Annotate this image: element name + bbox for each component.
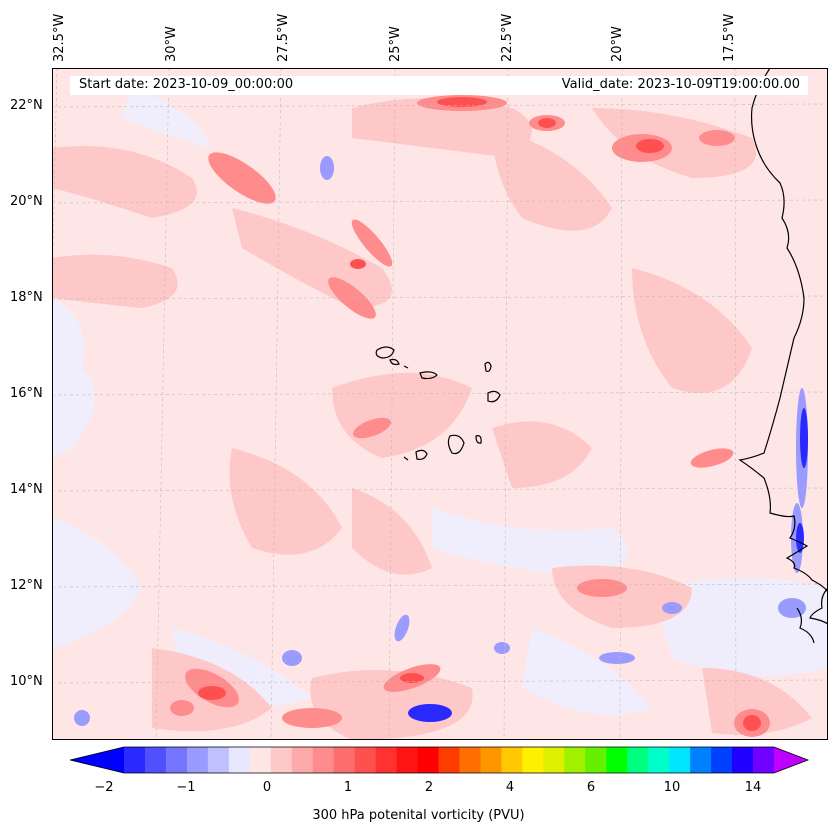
colorbar-segment xyxy=(375,747,398,773)
africa-coastline-south xyxy=(796,587,828,644)
colorbar-extend-min xyxy=(70,747,124,773)
colorbar xyxy=(70,746,810,774)
colorbar-segment xyxy=(585,747,607,773)
pv-strong-negative-regions xyxy=(408,408,808,722)
colorbar-extend-max xyxy=(774,747,808,773)
colorbar-segment xyxy=(228,747,251,773)
colorbar-segment xyxy=(312,747,335,773)
colorbar-segment xyxy=(753,747,775,773)
lat-label-10n: 10°N xyxy=(10,674,43,689)
lon-label-20w: 20°W xyxy=(610,26,625,62)
colorbar-segment xyxy=(249,747,272,773)
map-border xyxy=(52,68,828,740)
colorbar-segment xyxy=(606,747,628,773)
colorbar-segment xyxy=(564,747,586,773)
colorbar-tick-10: 10 xyxy=(663,780,681,795)
map-canvas xyxy=(52,68,828,740)
colorbar-tick-neg2: −2 xyxy=(94,780,114,795)
colorbar-outline xyxy=(70,746,810,774)
colorbar-segment xyxy=(732,747,754,773)
colorbar-segment xyxy=(207,747,230,773)
valid-date-text: Valid_date: 2023-10-09T19:00:00.00 xyxy=(561,77,800,92)
lat-label-14n: 14°N xyxy=(10,482,43,497)
start-date-text: Start date: 2023-10-09_00:00:00 xyxy=(79,77,294,92)
colorbar-segment xyxy=(333,747,356,773)
africa-coastline xyxy=(738,68,828,594)
colorbar-segment xyxy=(711,747,733,773)
colorbar-segment xyxy=(648,747,670,773)
colorbar-segment xyxy=(291,747,314,773)
colorbar-segment xyxy=(396,747,419,773)
colorbar-segment xyxy=(165,747,188,773)
colorbar-segment xyxy=(459,747,481,773)
lat-label-12n: 12°N xyxy=(10,578,43,593)
colorbar-segment xyxy=(144,747,167,773)
pv-peak-regions xyxy=(198,97,761,731)
lon-label-30w: 30°W xyxy=(164,26,179,62)
colorbar-label: 300 hPa potenital vorticity (PVU) xyxy=(312,808,525,823)
colorbar-segment xyxy=(522,747,544,773)
colorbar-tick-2: 2 xyxy=(424,780,434,795)
colorbar-tick-1: 1 xyxy=(343,780,353,795)
colorbar-segment xyxy=(354,747,377,773)
colorbar-segment xyxy=(501,747,523,773)
colorbar-tick-14: 14 xyxy=(744,780,762,795)
date-info-bar: Start date: 2023-10-09_00:00:00 Valid_da… xyxy=(70,76,808,95)
colorbar-tick-0: 0 xyxy=(262,780,272,795)
lat-label-20n: 20°N xyxy=(10,194,43,209)
colorbar-tick-6: 6 xyxy=(586,780,596,795)
colorbar-segment xyxy=(480,747,502,773)
colorbar-segment xyxy=(438,747,460,773)
colorbar-tick-4: 4 xyxy=(505,780,515,795)
lon-label-17.5w: 17.5°W xyxy=(722,13,737,62)
graticule xyxy=(52,68,828,740)
lon-label-32.5w: 32.5°W xyxy=(52,13,67,62)
colorbar-segment xyxy=(186,747,209,773)
lat-label-18n: 18°N xyxy=(10,290,43,305)
colorbar-segment xyxy=(627,747,649,773)
colorbar-segment xyxy=(124,747,146,773)
lon-label-22.5w: 22.5°W xyxy=(500,13,515,62)
lon-label-27.5w: 27.5°W xyxy=(276,13,291,62)
pv-low-regions xyxy=(52,88,828,715)
colorbar-segment xyxy=(690,747,712,773)
colorbar-segment xyxy=(270,747,293,773)
lat-label-22n: 22°N xyxy=(10,98,43,113)
lon-label-25w: 25°W xyxy=(388,26,403,62)
colorbar-segment xyxy=(543,747,565,773)
cape-verde-islands xyxy=(375,346,501,461)
lat-label-16n: 16°N xyxy=(10,386,43,401)
colorbar-segment xyxy=(417,747,440,773)
colorbar-segment xyxy=(669,747,691,773)
colorbar-tick-neg1: −1 xyxy=(176,780,196,795)
